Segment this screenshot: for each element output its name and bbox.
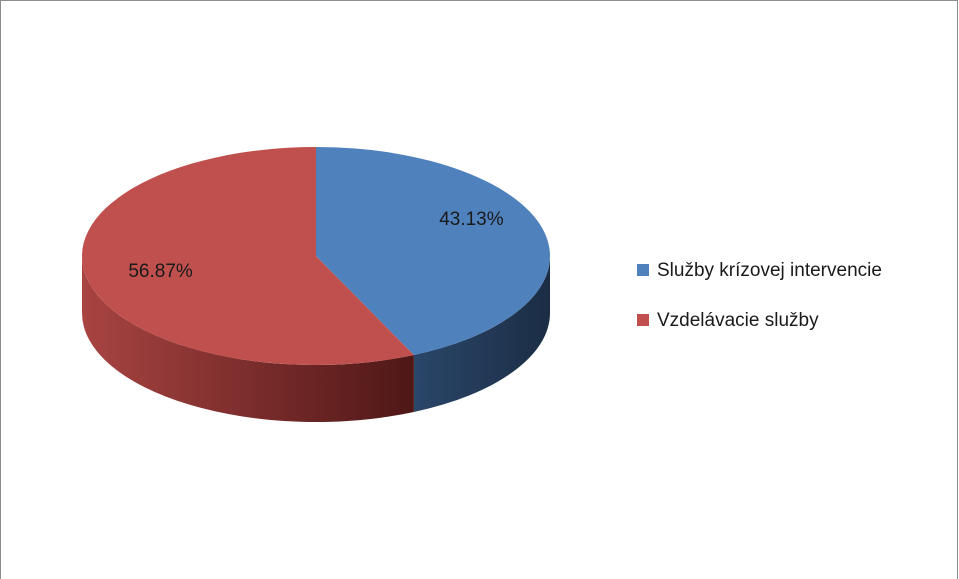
data-label: 43.13% [439, 209, 504, 230]
legend: Služby krízovej intervencie Vzdelávacie s… [637, 260, 882, 331]
legend-swatch [637, 264, 649, 276]
pie: 43.13% 56.87% [81, 147, 550, 423]
legend-swatch [637, 314, 649, 326]
data-label: 56.87% [128, 261, 193, 282]
legend-label: Služby krízovej intervencie [657, 260, 882, 281]
pie-side [82, 256, 414, 423]
pie-side [413, 256, 550, 413]
pie-slice [316, 147, 550, 356]
pie-slice [81, 147, 414, 366]
legend-label: Vzdelávacie služby [657, 310, 819, 331]
